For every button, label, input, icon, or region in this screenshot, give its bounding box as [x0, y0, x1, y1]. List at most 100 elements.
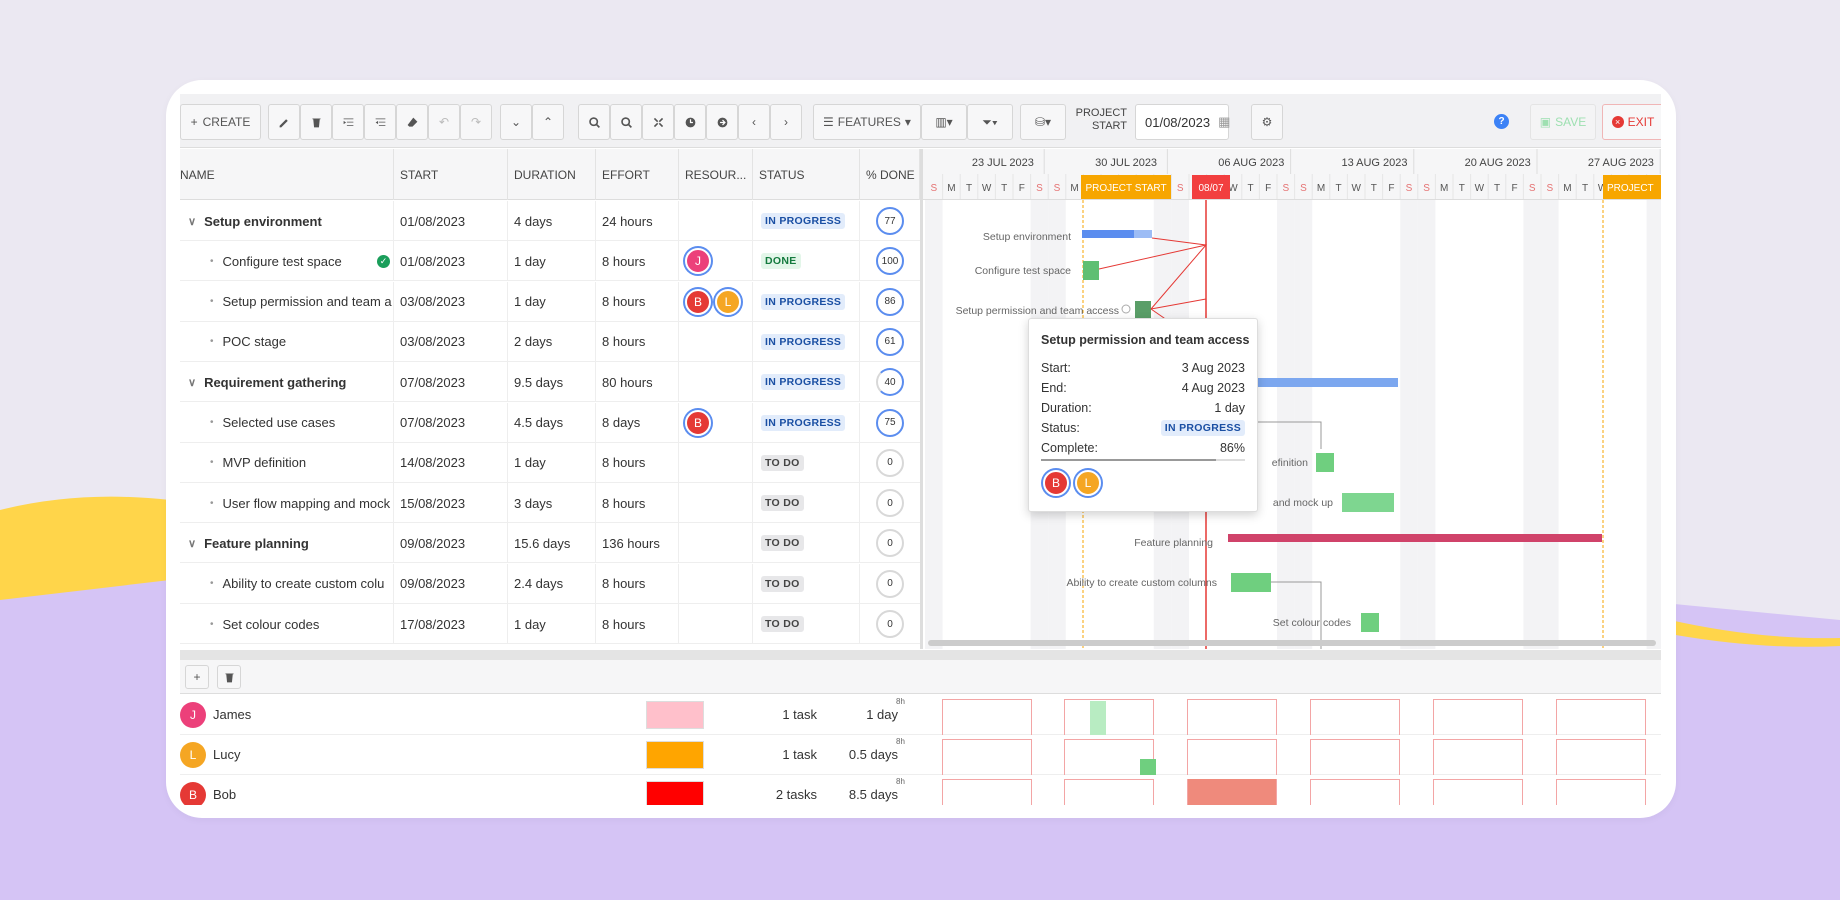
filter-dropdown[interactable]: ⏷▾ [967, 104, 1013, 140]
start-cell[interactable]: 07/08/2023 [394, 362, 508, 403]
duration-cell[interactable]: 4.5 days [508, 402, 596, 443]
resources-cell[interactable] [679, 483, 753, 524]
task-name-cell[interactable]: • Setup permission and team a [180, 281, 394, 322]
percent-done-cell[interactable]: 0 [860, 443, 920, 483]
chevron-down-icon[interactable]: ∨ [188, 215, 197, 228]
delete-resource-button[interactable] [217, 665, 241, 689]
start-cell[interactable]: 14/08/2023 [394, 442, 508, 483]
status-cell[interactable]: TO DO [753, 483, 860, 524]
task-name-cell[interactable]: • Configure test space ✓ [180, 241, 394, 282]
bar-setup-environment[interactable] [1082, 230, 1152, 238]
table-row[interactable]: • Selected use cases 07/08/2023 4.5 days… [180, 402, 920, 443]
bar-configure-test-space[interactable] [1083, 261, 1099, 280]
save-button[interactable]: ▣ SAVE [1530, 104, 1596, 140]
gantt-scrollbar[interactable] [928, 640, 1656, 646]
expand-all-button[interactable]: ⌄ [500, 104, 532, 140]
bar-user-flow[interactable] [1342, 493, 1394, 512]
duration-cell[interactable]: 1 day [508, 281, 596, 322]
collapse-all-button[interactable]: ⌃ [532, 104, 564, 140]
create-button[interactable]: + CREATE [180, 104, 261, 140]
splitter[interactable] [920, 149, 923, 649]
fit-button[interactable] [642, 104, 674, 140]
task-name-cell[interactable]: ∨ Feature planning [180, 523, 394, 564]
effort-cell[interactable]: 8 hours [596, 241, 679, 282]
project-start-input[interactable]: 01/08/2023 ▦ [1135, 104, 1230, 140]
bar-feature-planning[interactable] [1228, 534, 1602, 542]
task-name-cell[interactable]: • User flow mapping and mock [180, 483, 394, 524]
eraser-button[interactable] [396, 104, 428, 140]
settings-button[interactable]: ⚙ [1251, 104, 1283, 140]
chevron-down-icon[interactable]: ∨ [188, 537, 197, 550]
task-name-cell[interactable]: • Selected use cases [180, 402, 394, 443]
avatar[interactable]: L [715, 288, 741, 315]
table-row[interactable]: ∨ Feature planning 09/08/2023 15.6 days … [180, 523, 920, 564]
delete-button[interactable] [300, 104, 332, 140]
table-row[interactable]: • User flow mapping and mock 15/08/2023 … [180, 483, 920, 524]
task-name-cell[interactable]: • MVP definition [180, 442, 394, 483]
resources-cell[interactable] [679, 523, 753, 564]
table-row[interactable]: • POC stage 03/08/2023 2 days 8 hours IN… [180, 321, 920, 362]
start-cell[interactable]: 01/08/2023 [394, 241, 508, 282]
effort-cell[interactable]: 8 hours [596, 442, 679, 483]
status-cell[interactable]: IN PROGRESS [753, 362, 860, 403]
column-duration[interactable]: DURATION [508, 149, 596, 200]
task-name-cell[interactable]: • Set colour codes [180, 604, 394, 644]
bar-set-colour-codes[interactable] [1361, 613, 1379, 632]
help-icon[interactable]: ? [1494, 114, 1509, 129]
status-cell[interactable]: TO DO [753, 563, 860, 604]
goto-button[interactable] [706, 104, 738, 140]
column-name[interactable]: NAME [180, 149, 394, 200]
percent-done-cell[interactable]: 75 [860, 403, 920, 443]
table-row[interactable]: • Set colour codes 17/08/2023 1 day 8 ho… [180, 604, 920, 644]
effort-cell[interactable]: 8 hours [596, 483, 679, 524]
indent-button[interactable] [332, 104, 364, 140]
status-cell[interactable]: IN PROGRESS [753, 201, 860, 241]
column-percent-done[interactable]: % DONE [860, 149, 920, 200]
status-cell[interactable]: TO DO [753, 604, 860, 644]
percent-done-cell[interactable]: 0 [860, 483, 920, 523]
resources-cell[interactable] [679, 201, 753, 241]
column-effort[interactable]: EFFORT [596, 149, 679, 200]
resources-cell[interactable] [679, 563, 753, 604]
percent-done-cell[interactable]: 61 [860, 322, 920, 362]
exit-button[interactable]: × EXIT [1602, 104, 1661, 140]
status-cell[interactable]: IN PROGRESS [753, 321, 860, 362]
resource-color-swatch[interactable] [646, 701, 704, 729]
duration-cell[interactable]: 1 day [508, 442, 596, 483]
effort-cell[interactable]: 80 hours [596, 362, 679, 403]
duration-cell[interactable]: 4 days [508, 201, 596, 241]
table-row[interactable]: • Setup permission and team a 03/08/2023… [180, 281, 920, 322]
duration-cell[interactable]: 2.4 days [508, 563, 596, 604]
outdent-button[interactable] [364, 104, 396, 140]
task-name-cell[interactable]: • Ability to create custom colu [180, 563, 394, 604]
start-cell[interactable]: 09/08/2023 [394, 563, 508, 604]
task-name-cell[interactable]: ∨ Setup environment [180, 201, 394, 241]
percent-done-cell[interactable]: 86 [860, 282, 920, 322]
table-row[interactable]: ∨ Requirement gathering 07/08/2023 9.5 d… [180, 362, 920, 403]
effort-cell[interactable]: 24 hours [596, 201, 679, 241]
duration-cell[interactable]: 9.5 days [508, 362, 596, 403]
percent-done-cell[interactable]: 40 [860, 362, 920, 402]
redo-button[interactable]: ↷ [460, 104, 492, 140]
effort-cell[interactable]: 8 hours [596, 281, 679, 322]
start-cell[interactable]: 17/08/2023 [394, 604, 508, 644]
status-cell[interactable]: IN PROGRESS [753, 402, 860, 443]
table-row[interactable]: • Configure test space ✓ 01/08/2023 1 da… [180, 241, 920, 282]
table-row[interactable]: • MVP definition 14/08/2023 1 day 8 hour… [180, 442, 920, 483]
task-name-cell[interactable]: • POC stage [180, 321, 394, 362]
resources-cell[interactable] [679, 321, 753, 362]
status-cell[interactable]: TO DO [753, 523, 860, 564]
column-resources[interactable]: RESOUR... [679, 149, 753, 200]
resources-cell[interactable] [679, 362, 753, 403]
effort-cell[interactable]: 8 hours [596, 604, 679, 644]
previous-button[interactable]: ‹ [738, 104, 770, 140]
resources-cell[interactable] [679, 442, 753, 483]
column-status[interactable]: STATUS [753, 149, 860, 200]
resources-cell[interactable] [679, 604, 753, 644]
today-button[interactable] [674, 104, 706, 140]
percent-done-cell[interactable]: 0 [860, 604, 920, 644]
resource-color-swatch[interactable] [646, 781, 704, 805]
resource-row[interactable]: L Lucy 1 task 0.5 days 8h [180, 735, 1661, 775]
effort-cell[interactable]: 8 days [596, 402, 679, 443]
